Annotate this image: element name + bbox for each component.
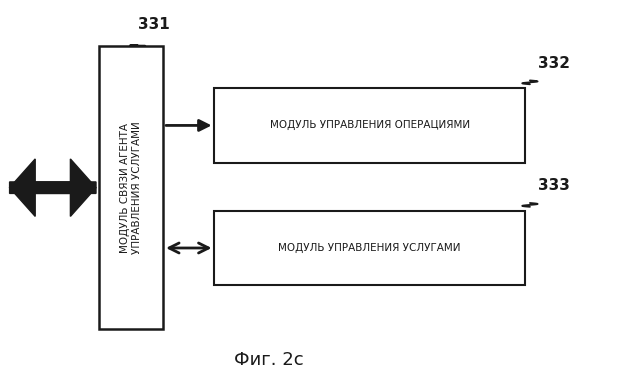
FancyArrow shape — [10, 159, 96, 216]
Text: 332: 332 — [538, 56, 570, 71]
Text: МОДУЛЬ УПРАВЛЕНИЯ УСЛУГАМИ: МОДУЛЬ УПРАВЛЕНИЯ УСЛУГАМИ — [278, 243, 461, 253]
FancyArrow shape — [10, 159, 96, 216]
Bar — [214, 88, 525, 163]
Text: 333: 333 — [538, 178, 570, 193]
Bar — [99, 46, 163, 329]
Text: МОДУЛЬ УПРАВЛЕНИЯ ОПЕРАЦИЯМИ: МОДУЛЬ УПРАВЛЕНИЯ ОПЕРАЦИЯМИ — [269, 120, 470, 131]
Text: 331: 331 — [138, 17, 170, 33]
Bar — [214, 211, 525, 285]
Text: Фиг. 2с: Фиг. 2с — [234, 351, 303, 369]
Text: МОДУЛЬ СВЯЗИ АГЕНТА
УПРАВЛЕНИЯ УСЛУГАМИ: МОДУЛЬ СВЯЗИ АГЕНТА УПРАВЛЕНИЯ УСЛУГАМИ — [120, 121, 142, 254]
